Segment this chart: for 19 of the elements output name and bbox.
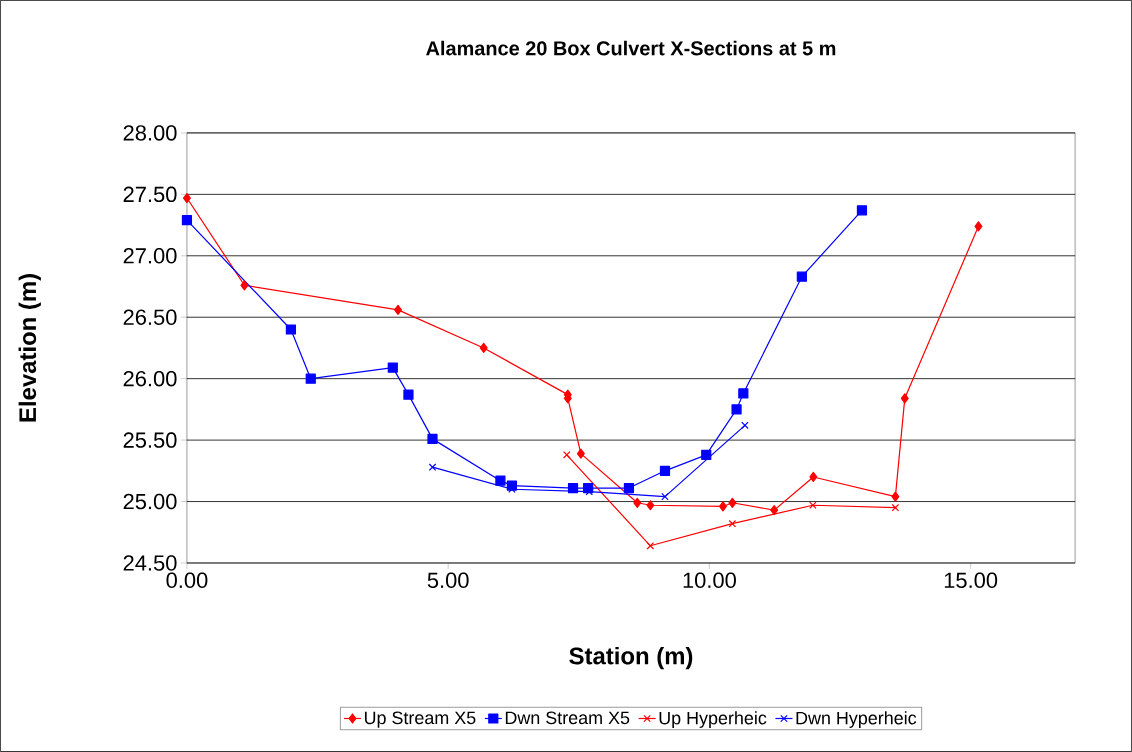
x-tick-label: 0.00 xyxy=(166,572,208,589)
y-tick-label: 26.50 xyxy=(123,309,177,326)
y-tick-label: 27.00 xyxy=(123,248,177,264)
legend-label: Dwn Stream X5 xyxy=(505,711,630,725)
y-tick-label: 27.50 xyxy=(123,186,177,203)
legend-label: Dwn Hyperheic xyxy=(796,711,917,728)
legend-label: Up Stream X5 xyxy=(364,711,476,728)
y-axis-title: Elevation (m) xyxy=(18,274,41,422)
x-tick-label: 15.00 xyxy=(944,572,998,589)
y-tick-label: 25.00 xyxy=(123,493,177,510)
legend-label: Up Hyperheic xyxy=(659,711,767,728)
x-tick-label: 10.00 xyxy=(683,572,736,589)
chart-title: Alamance 20 Box Culvert X-Sections at 5 m xyxy=(426,40,836,56)
y-tick-label: 28.00 xyxy=(123,125,177,141)
y-tick-label: 25.50 xyxy=(123,432,177,448)
x-axis-title: Station (m) xyxy=(569,646,693,670)
x-tick-label: 5.00 xyxy=(427,572,469,589)
y-tick-label: 24.50 xyxy=(123,555,177,571)
y-tick-label: 26.00 xyxy=(123,370,177,387)
